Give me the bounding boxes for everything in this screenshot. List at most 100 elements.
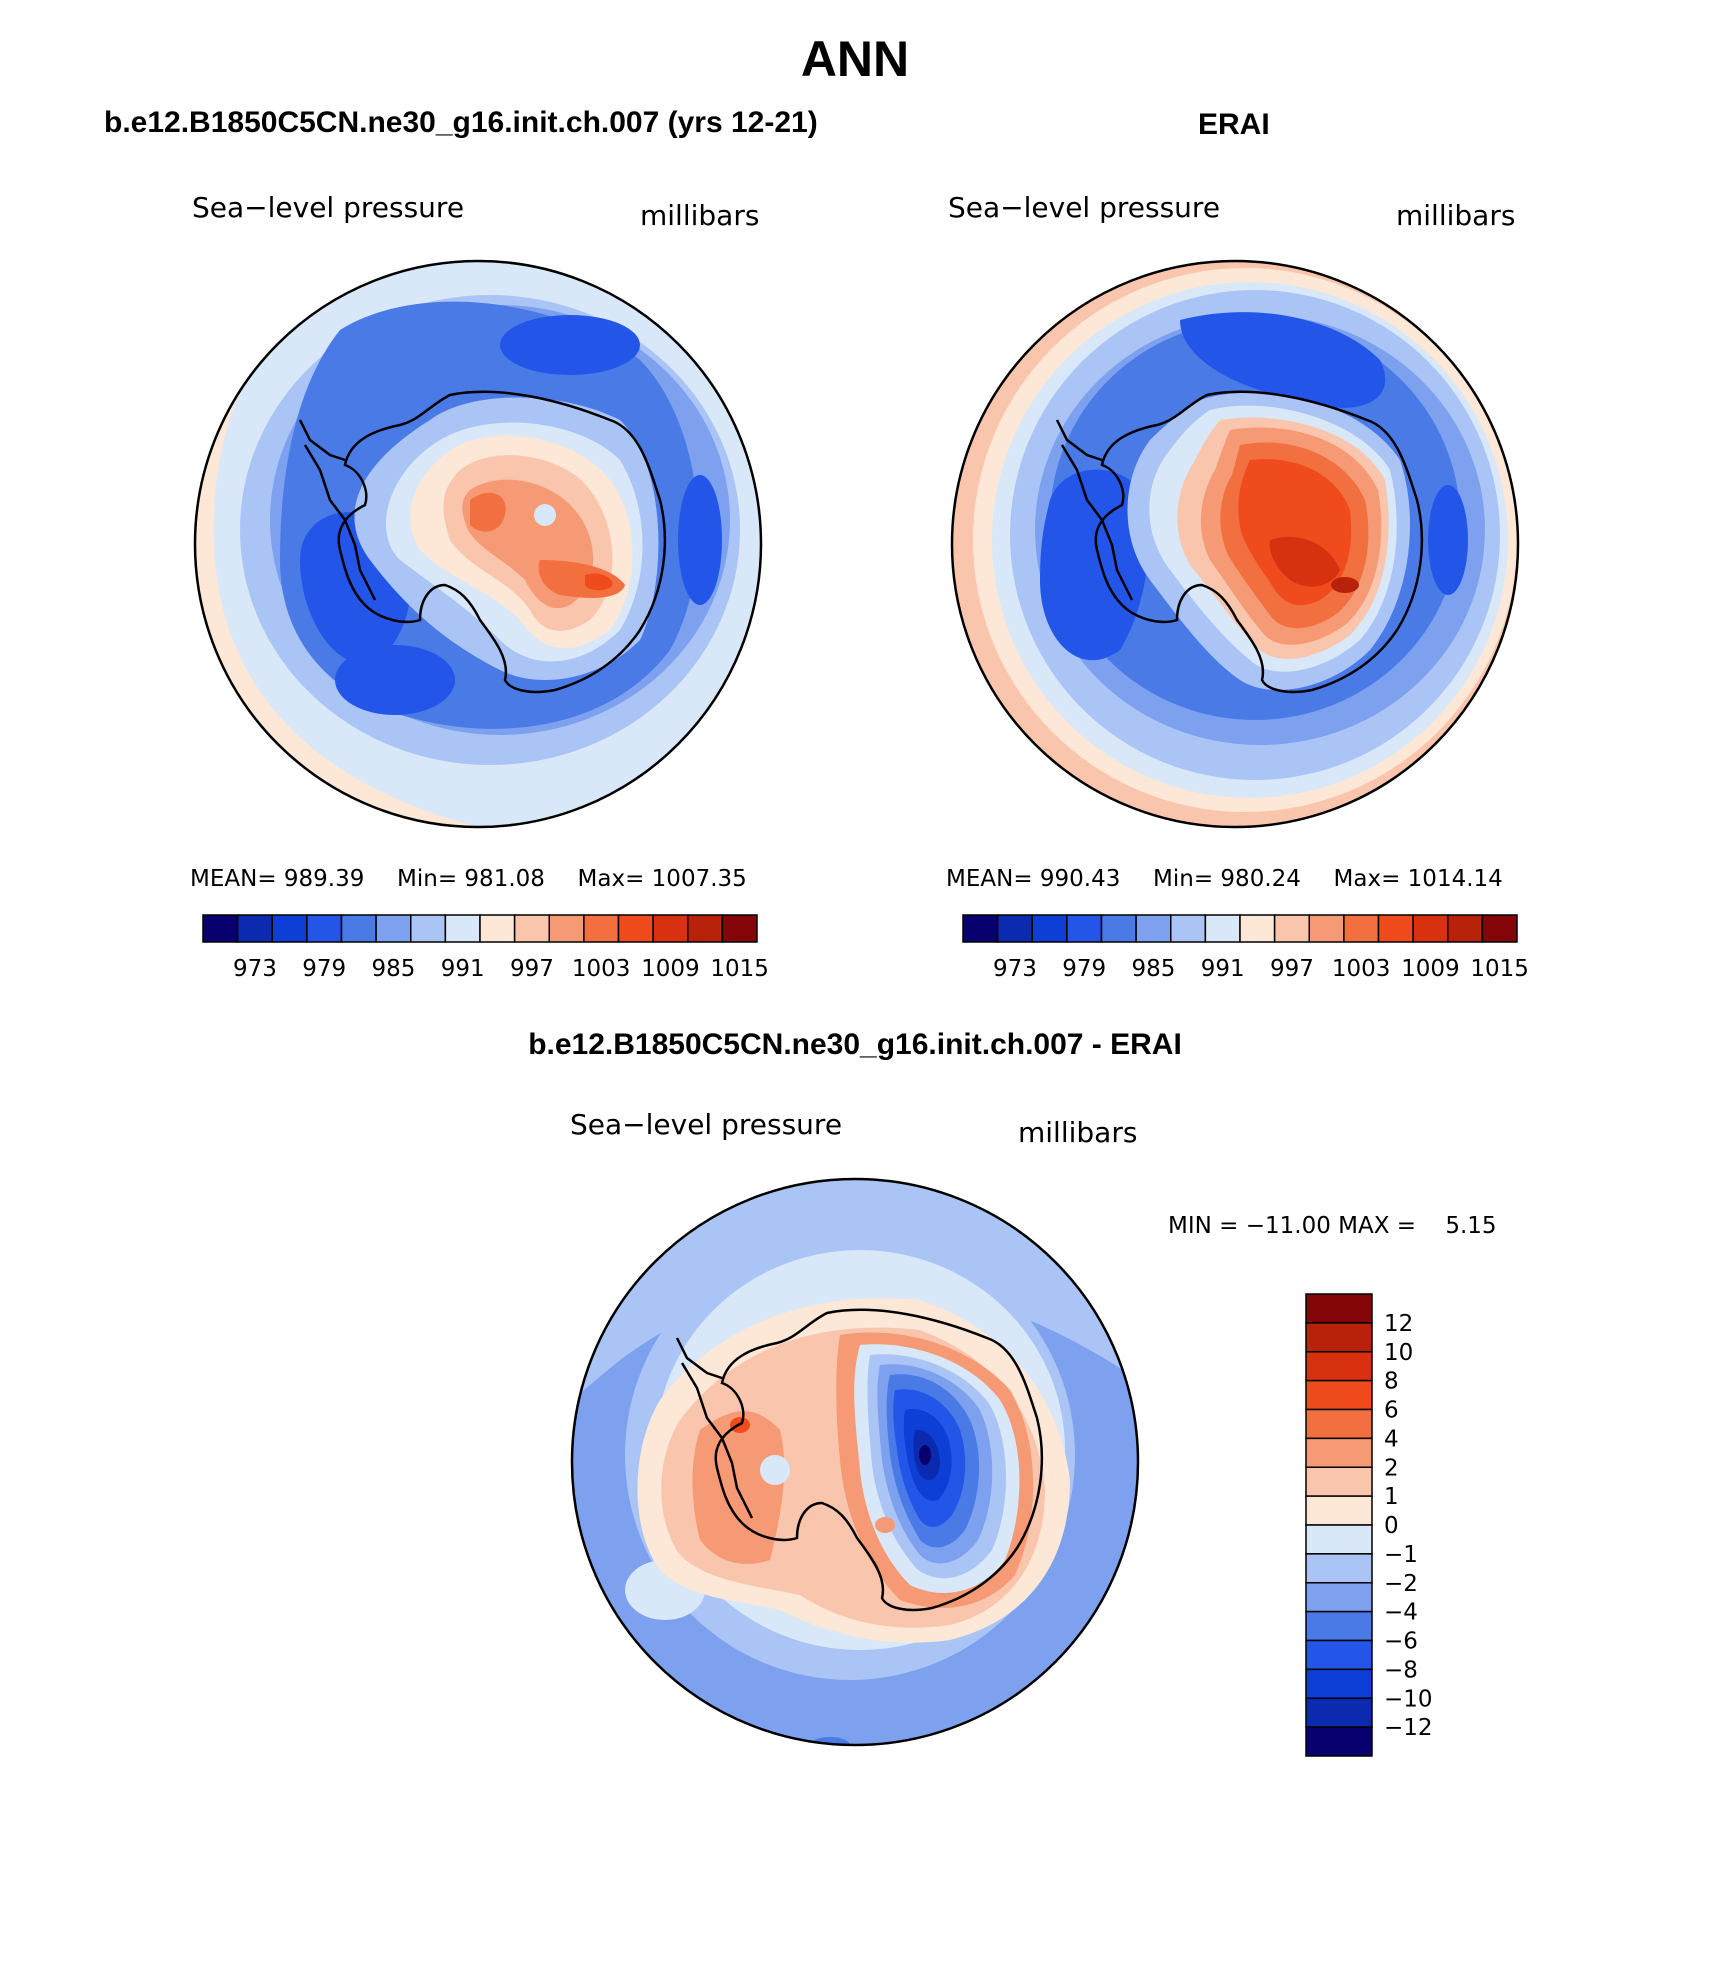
colorbar-0-swatch: [652, 914, 689, 943]
colorbar-2-swatch: [1305, 1379, 1373, 1411]
colorbar-2-tick-label: 4: [1384, 1426, 1399, 1452]
panel-1-mean-value: 989.39: [283, 866, 365, 892]
colorbar-2-swatch: [1305, 1495, 1373, 1526]
panel-2-variable-label: Sea−level pressure: [948, 191, 1221, 224]
colorbar-1-swatch: [1308, 914, 1345, 943]
colorbar-1-swatch: [1447, 914, 1484, 943]
colorbar-2-tick-label: 8: [1384, 1369, 1399, 1395]
colorbar-0-tick-label: 991: [441, 956, 485, 982]
colorbar-1-tick-label: 1003: [1332, 956, 1391, 982]
colorbar-1-swatch: [962, 914, 999, 943]
colorbar-2-swatch: [1305, 1524, 1373, 1555]
panel-2-units-label: millibars: [1396, 199, 1516, 232]
panel-1-mean-label: MEAN=: [190, 866, 277, 892]
page-title: ANN: [800, 31, 910, 87]
colorbar-1-swatch: [996, 914, 1033, 943]
colorbar-2-tick-label: 0: [1384, 1513, 1399, 1539]
colorbar-2-swatch: [1305, 1466, 1373, 1497]
panel-1-min-label: Min=: [397, 866, 458, 892]
colorbar-0-tick-label: 1009: [641, 956, 700, 982]
panel-1-stats: MEAN= 989.39 Min= 981.08 Max= 1007.35: [190, 866, 747, 892]
colorbar-1-swatch: [1343, 914, 1380, 943]
map-3: [572, 1179, 1138, 1745]
colorbar-2-swatch: [1305, 1697, 1373, 1728]
colorbar-1-tick-label: 1009: [1401, 956, 1460, 982]
panel-1-variable-label: Sea−level pressure: [192, 191, 465, 224]
colorbar-2-swatch: [1305, 1351, 1373, 1382]
panel-1-min-value: 981.08: [464, 866, 545, 892]
colorbar-0-tick-label: 985: [371, 956, 415, 982]
panel-2-max-value: 1014.14: [1407, 866, 1503, 892]
colorbar-1-swatch: [1481, 914, 1518, 943]
colorbar-1-tick-label: 997: [1270, 956, 1314, 982]
colorbar-2: 973 979 985 991 997 1003 1009 1015: [962, 914, 1529, 982]
colorbar-1-swatch: [1031, 914, 1068, 943]
panel-3-title: b.e12.B1850C5CN.ne30_g16.init.ch.007 - E…: [528, 1028, 1182, 1061]
colorbar-1-swatch: [1170, 914, 1207, 943]
colorbar-1: 973 979 985 991 997 1003 1009 1015: [202, 914, 769, 982]
panel-2-mean-label: MEAN=: [946, 866, 1033, 892]
colorbar-2-tick-label: −2: [1384, 1571, 1418, 1597]
colorbar-1-swatch: [1239, 914, 1276, 943]
colorbar-2-tick-label: −4: [1384, 1600, 1418, 1626]
colorbar-2-tick-label: 6: [1384, 1398, 1399, 1424]
colorbar-1-tick-label: 985: [1131, 956, 1175, 982]
colorbar-2-swatch: [1305, 1639, 1373, 1671]
colorbar-1-swatch: [1273, 914, 1310, 943]
colorbar-0-swatch: [617, 914, 654, 943]
colorbar-1-swatch: [1377, 914, 1414, 943]
colorbar-0-tick-label: 997: [510, 956, 554, 982]
colorbar-0-swatch: [271, 914, 308, 943]
map-2-coastline: [1055, 390, 1424, 694]
panel-1-title: b.e12.B1850C5CN.ne30_g16.init.ch.007 (yr…: [104, 106, 818, 139]
colorbar-0-tick-label: 1015: [710, 956, 769, 982]
panel-2-min-label: Min=: [1153, 866, 1214, 892]
colorbar-1-swatch: [1135, 914, 1172, 943]
panel-2-max-label: Max=: [1333, 866, 1401, 892]
panel-2-stats: MEAN= 990.43 Min= 980.24 Max= 1014.14: [946, 866, 1503, 892]
colorbar-2-tick-label: 2: [1384, 1455, 1399, 1481]
map-1: [195, 261, 761, 827]
colorbar-1-swatch: [1100, 914, 1137, 943]
panel-1-max-label: Max=: [577, 866, 645, 892]
colorbar-0-swatch: [721, 914, 758, 943]
map-2: [952, 261, 1518, 827]
colorbar-0-swatch: [687, 914, 724, 943]
colorbar-2-swatch: [1305, 1293, 1373, 1324]
colorbar-0-tick-label: 979: [302, 956, 346, 982]
colorbar-0-swatch: [202, 914, 239, 943]
colorbar-0-swatch: [410, 914, 447, 943]
map-1-coastline: [298, 390, 667, 694]
colorbar-0-tick-label: 1003: [572, 956, 631, 982]
panel-2-title: ERAI: [1198, 108, 1270, 141]
colorbar-1-tick-label: 991: [1201, 956, 1245, 982]
panel-3-minmax: MIN = −11.00 MAX = 5.15: [1168, 1213, 1497, 1239]
colorbar-2-tick-label: −12: [1384, 1715, 1433, 1741]
colorbar-2-swatch: [1305, 1582, 1373, 1613]
panel-2-min-value: 980.24: [1220, 866, 1301, 892]
colorbar-1-swatch: [1066, 914, 1103, 943]
colorbar-2-tick-label: −8: [1384, 1657, 1418, 1683]
panel-3-variable-label: Sea−level pressure: [570, 1108, 843, 1141]
colorbar-2-tick-label: −6: [1384, 1629, 1418, 1655]
colorbar-2-tick-label: 12: [1384, 1311, 1413, 1337]
colorbar-0-swatch: [236, 914, 273, 943]
colorbar-2-swatch: [1305, 1322, 1373, 1353]
colorbar-2-swatch: [1305, 1668, 1373, 1699]
colorbar-0-swatch: [375, 914, 412, 943]
colorbar-1-swatch: [1412, 914, 1449, 943]
colorbar-2-tick-label: −10: [1384, 1686, 1433, 1712]
colorbar-2-swatch: [1305, 1437, 1373, 1468]
colorbar-0-swatch: [583, 914, 620, 943]
panel-2-mean-value: 990.43: [1039, 866, 1121, 892]
colorbar-0-swatch: [444, 914, 481, 943]
colorbar-1-tick-label: 1015: [1470, 956, 1529, 982]
colorbar-1-tick-label: 973: [993, 956, 1037, 982]
colorbar-2-swatch: [1305, 1726, 1373, 1757]
colorbar-0-swatch: [306, 914, 343, 943]
colorbar-2-tick-label: 1: [1384, 1484, 1399, 1510]
colorbar-0-swatch: [548, 914, 585, 943]
panel-3-units-label: millibars: [1018, 1116, 1138, 1149]
